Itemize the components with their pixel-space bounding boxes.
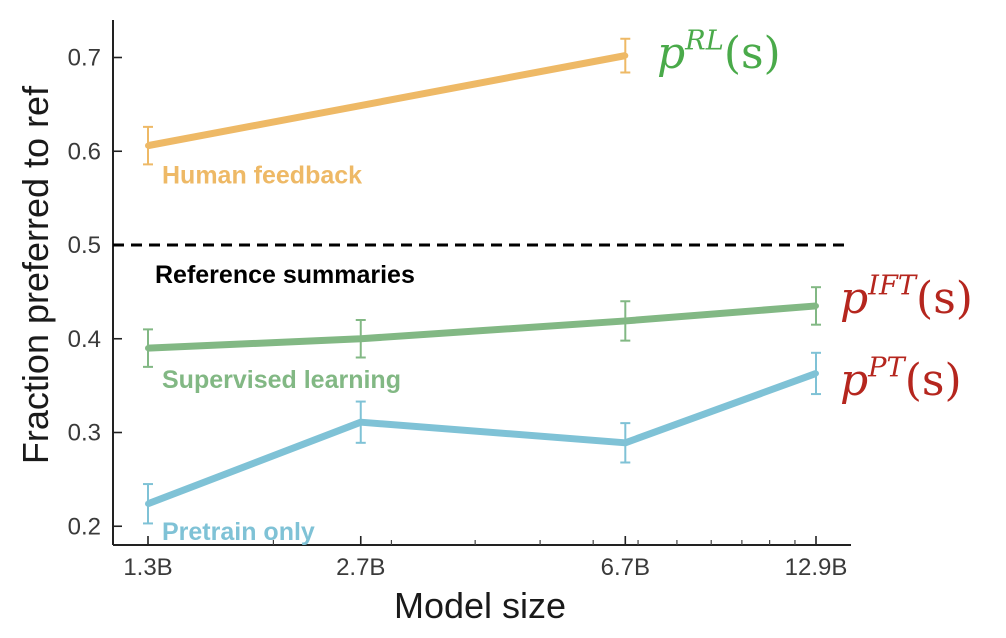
math-base: p — [657, 28, 685, 79]
series-human-feedback — [143, 37, 631, 166]
data-point — [813, 370, 819, 377]
math-argument: (s) — [916, 273, 973, 324]
series-pretrain-only — [143, 351, 821, 525]
x-tick-label: 12.9B — [785, 554, 848, 581]
reference-line-group: Reference summaries — [113, 243, 851, 289]
y-tick-label: 0.7 — [68, 45, 101, 72]
math-base: p — [840, 355, 868, 406]
series-line — [147, 302, 817, 352]
y-tick-label: 0.3 — [68, 420, 101, 447]
math-argument: (s) — [724, 28, 781, 79]
data-point — [145, 142, 151, 149]
reference-label: Reference summaries — [155, 261, 415, 289]
math-base: p — [840, 273, 868, 324]
x-tick-label: 1.3B — [123, 554, 172, 581]
data-point — [145, 500, 151, 507]
data-point — [357, 419, 364, 426]
series-line — [147, 52, 626, 150]
y-tick-label: 0.2 — [68, 513, 101, 540]
y-tick-label: 0.6 — [68, 138, 101, 165]
math-annotation: pPT(s) — [840, 353, 962, 406]
data-point — [622, 317, 629, 324]
y-tick-label: 0.4 — [68, 326, 101, 353]
series-supervised-learning — [143, 286, 821, 368]
data-point — [622, 439, 629, 446]
data-point — [145, 345, 151, 352]
series-label: Supervised learning — [162, 366, 401, 394]
x-tick-label: 2.7B — [336, 554, 385, 581]
x-tick-label: 6.7B — [601, 554, 650, 581]
math-annotation: pIFT(s) — [840, 271, 973, 324]
series-group — [143, 37, 821, 525]
x-axis-title: Model size — [394, 585, 566, 626]
math-annotation: pRL(s) — [657, 26, 781, 79]
y-tick-label: 0.5 — [68, 232, 101, 259]
series-line — [146, 370, 818, 508]
math-superscript: RL — [684, 26, 724, 57]
series-label: Pretrain only — [162, 518, 315, 546]
data-point — [357, 335, 364, 342]
data-point — [622, 52, 629, 59]
axes-group: 0.2 0.3 0.4 0.5 0.6 0.7 1.3B 2.7B 6.7B 12.9B — [68, 20, 851, 581]
math-superscript: IFT — [867, 271, 918, 302]
y-axis-title: Fraction preferred to ref — [15, 85, 56, 464]
math-argument: (s) — [905, 355, 962, 406]
series-labels-group: Human feedback Supervised learning Pretrai… — [162, 26, 973, 546]
math-superscript: PT — [867, 353, 906, 384]
data-point — [813, 302, 819, 309]
series-label: Human feedback — [162, 162, 362, 190]
